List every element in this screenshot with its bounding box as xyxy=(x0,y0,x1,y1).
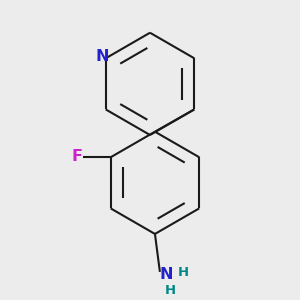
Text: N: N xyxy=(160,267,173,282)
Text: N: N xyxy=(95,49,109,64)
Text: H: H xyxy=(165,284,176,297)
Text: F: F xyxy=(71,149,82,164)
Text: H: H xyxy=(178,266,189,279)
